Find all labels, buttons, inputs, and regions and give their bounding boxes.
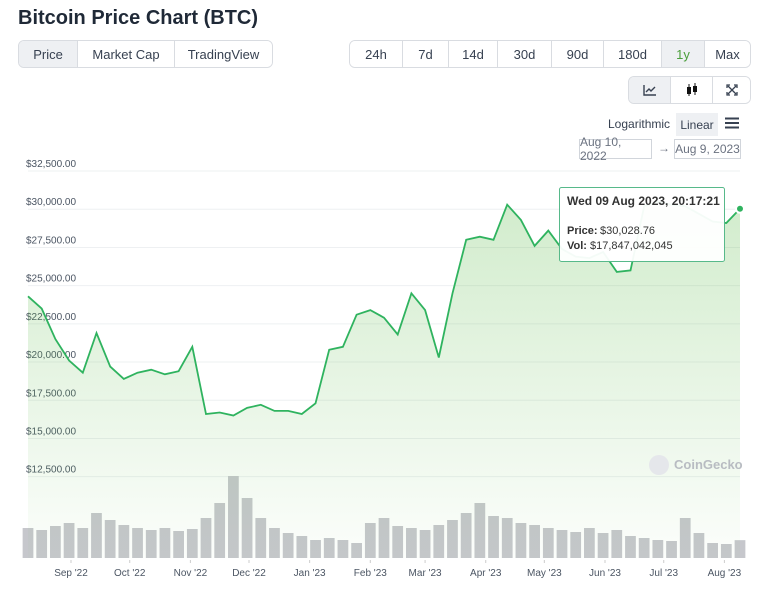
- fullscreen-button[interactable]: [713, 77, 750, 103]
- x-tick-label: Nov '22: [174, 568, 208, 579]
- x-tick-label: Jul '23: [649, 568, 678, 579]
- expand-icon: [725, 84, 738, 96]
- hover-point: [735, 203, 745, 214]
- x-tick-label: Mar '23: [409, 568, 442, 579]
- line-view-button[interactable]: [629, 77, 671, 103]
- x-tick-label: Jan '23: [294, 568, 326, 579]
- tooltip-date: Wed 09 Aug 2023, 20:17:21: [567, 194, 720, 208]
- date-to[interactable]: Aug 9, 2023: [674, 139, 741, 159]
- x-tick-label: Oct '22: [114, 568, 146, 579]
- range-button[interactable]: 24h: [350, 41, 403, 67]
- watermark-logo: [649, 455, 669, 475]
- tooltip-price-label: Price:: [567, 225, 598, 237]
- range-group: 24h 7d 14d 30d 90d 180d 1y Max: [349, 40, 751, 68]
- x-tick-label: Jun '23: [589, 568, 621, 579]
- tab-group: Price Market Cap TradingView: [18, 40, 273, 68]
- y-tick-label: $32,500.00: [26, 159, 76, 170]
- x-tick-label: Sep '22: [54, 568, 88, 579]
- range-button[interactable]: 1y: [662, 41, 705, 67]
- price-line: [27, 200, 741, 417]
- y-tick-label: $22,500.00: [26, 312, 76, 323]
- range-button[interactable]: 30d: [498, 41, 552, 67]
- x-tick-label: May '23: [527, 568, 562, 579]
- y-tick-label: $25,000.00: [26, 274, 76, 285]
- x-tick-label: Aug '23: [708, 568, 742, 579]
- tooltip-price: $30,028.76: [600, 225, 655, 237]
- candle-view-button[interactable]: [671, 77, 713, 103]
- watermark: CoinGecko: [649, 455, 743, 475]
- y-tick-label: $30,000.00: [26, 197, 76, 208]
- range-button[interactable]: 14d: [449, 41, 498, 67]
- menu-icon[interactable]: [725, 117, 739, 129]
- tooltip-vol-label: Vol:: [567, 240, 587, 252]
- x-tick-label: Dec '22: [232, 568, 266, 579]
- title: Bitcoin Price Chart (BTC): [18, 7, 259, 29]
- range-button[interactable]: 7d: [403, 41, 449, 67]
- tooltip-vol: $17,847,042,045: [590, 240, 673, 252]
- range-button[interactable]: 90d: [552, 41, 604, 67]
- tab[interactable]: Price: [19, 41, 78, 67]
- x-tick-label: Feb '23: [354, 568, 387, 579]
- watermark-text: CoinGecko: [674, 457, 743, 472]
- range-button[interactable]: 180d: [604, 41, 662, 67]
- view-group: [628, 76, 751, 104]
- date-arrow: →: [658, 141, 670, 155]
- price-area: [28, 201, 740, 558]
- log-option[interactable]: Logarithmic: [608, 117, 671, 131]
- candle-icon: [686, 83, 697, 96]
- line-icon: [642, 85, 656, 96]
- range-button[interactable]: Max: [705, 41, 750, 67]
- tab[interactable]: TradingView: [175, 41, 272, 67]
- tooltip: Wed 09 Aug 2023, 20:17:21 Price: $30,028.7…: [559, 187, 725, 262]
- y-tick-label: $27,500.00: [26, 235, 76, 246]
- x-tick-label: Apr '23: [470, 568, 502, 579]
- linear-option[interactable]: Linear: [676, 113, 718, 136]
- tooltip-box: [559, 187, 725, 262]
- tab[interactable]: Market Cap: [78, 41, 175, 67]
